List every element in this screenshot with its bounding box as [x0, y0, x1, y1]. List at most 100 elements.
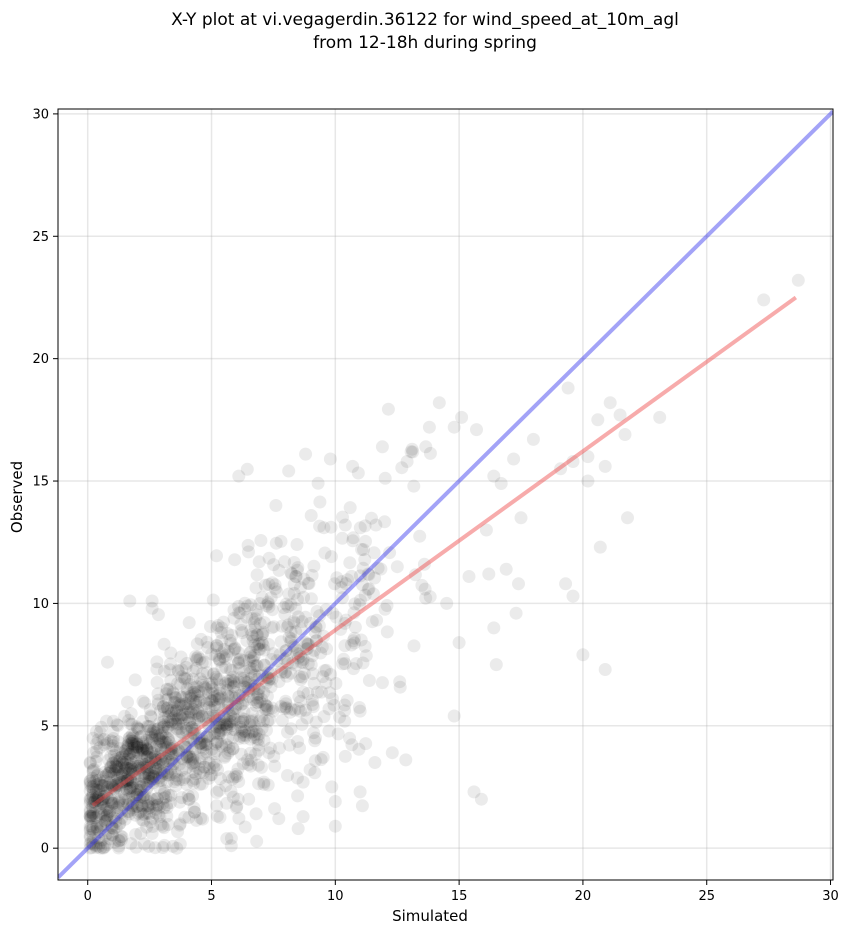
data-point: [253, 617, 267, 631]
data-point: [288, 640, 301, 654]
data-point: [88, 792, 102, 806]
data-point: [157, 838, 171, 852]
data-point: [146, 760, 160, 774]
data-point: [167, 775, 181, 789]
data-point: [374, 562, 388, 576]
data-point: [183, 750, 197, 764]
data-point: [190, 680, 204, 694]
data-point: [214, 724, 228, 737]
data-point: [102, 766, 116, 780]
data-point: [149, 753, 163, 767]
data-point: [202, 720, 216, 734]
data-point: [151, 687, 165, 701]
data-point: [489, 658, 503, 672]
data-point: [120, 761, 134, 775]
data-point: [122, 766, 136, 780]
data-point: [269, 499, 283, 512]
data-point: [129, 754, 143, 768]
data-point: [164, 743, 178, 757]
data-point: [90, 819, 104, 833]
data-point: [140, 777, 153, 791]
data-point: [280, 701, 293, 715]
data-point: [130, 783, 144, 797]
data-point: [137, 814, 151, 828]
data-point: [474, 792, 488, 806]
data-point: [265, 701, 279, 715]
data-point: [310, 685, 324, 699]
data-point: [189, 767, 203, 781]
data-point: [375, 676, 389, 690]
data-point: [339, 613, 353, 627]
data-point: [244, 645, 258, 659]
data-point: [210, 786, 224, 799]
data-point: [121, 762, 135, 776]
data-point: [593, 540, 607, 554]
data-point: [294, 622, 308, 636]
data-point: [115, 767, 129, 781]
data-point: [179, 740, 192, 754]
data-point: [96, 792, 110, 806]
data-point: [135, 813, 149, 827]
data-point: [118, 753, 132, 767]
data-point: [234, 720, 248, 734]
data-point: [220, 720, 234, 734]
data-point: [134, 780, 148, 794]
data-point: [221, 689, 235, 703]
data-point: [221, 696, 235, 710]
data-point: [272, 675, 286, 688]
data-point: [130, 737, 144, 751]
data-point: [353, 598, 366, 612]
regression-line: [91, 295, 798, 807]
data-point: [343, 501, 357, 515]
data-point: [164, 703, 178, 717]
data-point: [208, 698, 222, 712]
data-point: [121, 773, 134, 787]
data-point: [99, 786, 113, 800]
data-point: [297, 667, 311, 681]
data-point: [405, 442, 419, 456]
data-point: [226, 707, 240, 721]
data-point: [308, 625, 322, 639]
data-point: [110, 801, 124, 815]
data-point: [112, 841, 126, 855]
data-point: [317, 521, 331, 535]
data-point: [141, 750, 154, 764]
data-point: [198, 681, 212, 694]
data-point: [145, 797, 159, 811]
data-point: [378, 471, 392, 485]
data-point: [234, 617, 248, 631]
data-point: [195, 736, 209, 750]
data-point: [165, 707, 179, 720]
data-point: [153, 704, 167, 718]
data-point: [161, 754, 175, 768]
data-point: [129, 776, 143, 790]
data-point: [282, 631, 296, 644]
data-point: [157, 704, 171, 718]
data-point: [359, 649, 373, 663]
data-point: [202, 677, 216, 691]
data-point: [87, 775, 101, 789]
data-point: [213, 716, 227, 730]
data-point: [265, 576, 279, 590]
data-point: [135, 747, 149, 760]
y-tick-label: 15: [32, 475, 49, 490]
data-point: [613, 408, 627, 422]
data-point: [209, 720, 223, 734]
data-point: [160, 683, 174, 697]
data-point: [618, 428, 632, 441]
data-point: [259, 599, 273, 613]
data-point: [89, 841, 103, 854]
data-point: [185, 757, 199, 770]
data-point: [280, 651, 294, 665]
data-point: [123, 757, 137, 771]
data-point: [168, 696, 182, 710]
data-point: [133, 730, 147, 744]
y-axis-label: Observed: [8, 461, 26, 533]
data-point: [324, 520, 338, 534]
data-point: [186, 752, 200, 766]
data-point: [155, 726, 169, 740]
data-point: [83, 775, 97, 788]
data-point: [361, 583, 375, 596]
data-point: [125, 765, 139, 779]
data-point: [121, 752, 135, 766]
